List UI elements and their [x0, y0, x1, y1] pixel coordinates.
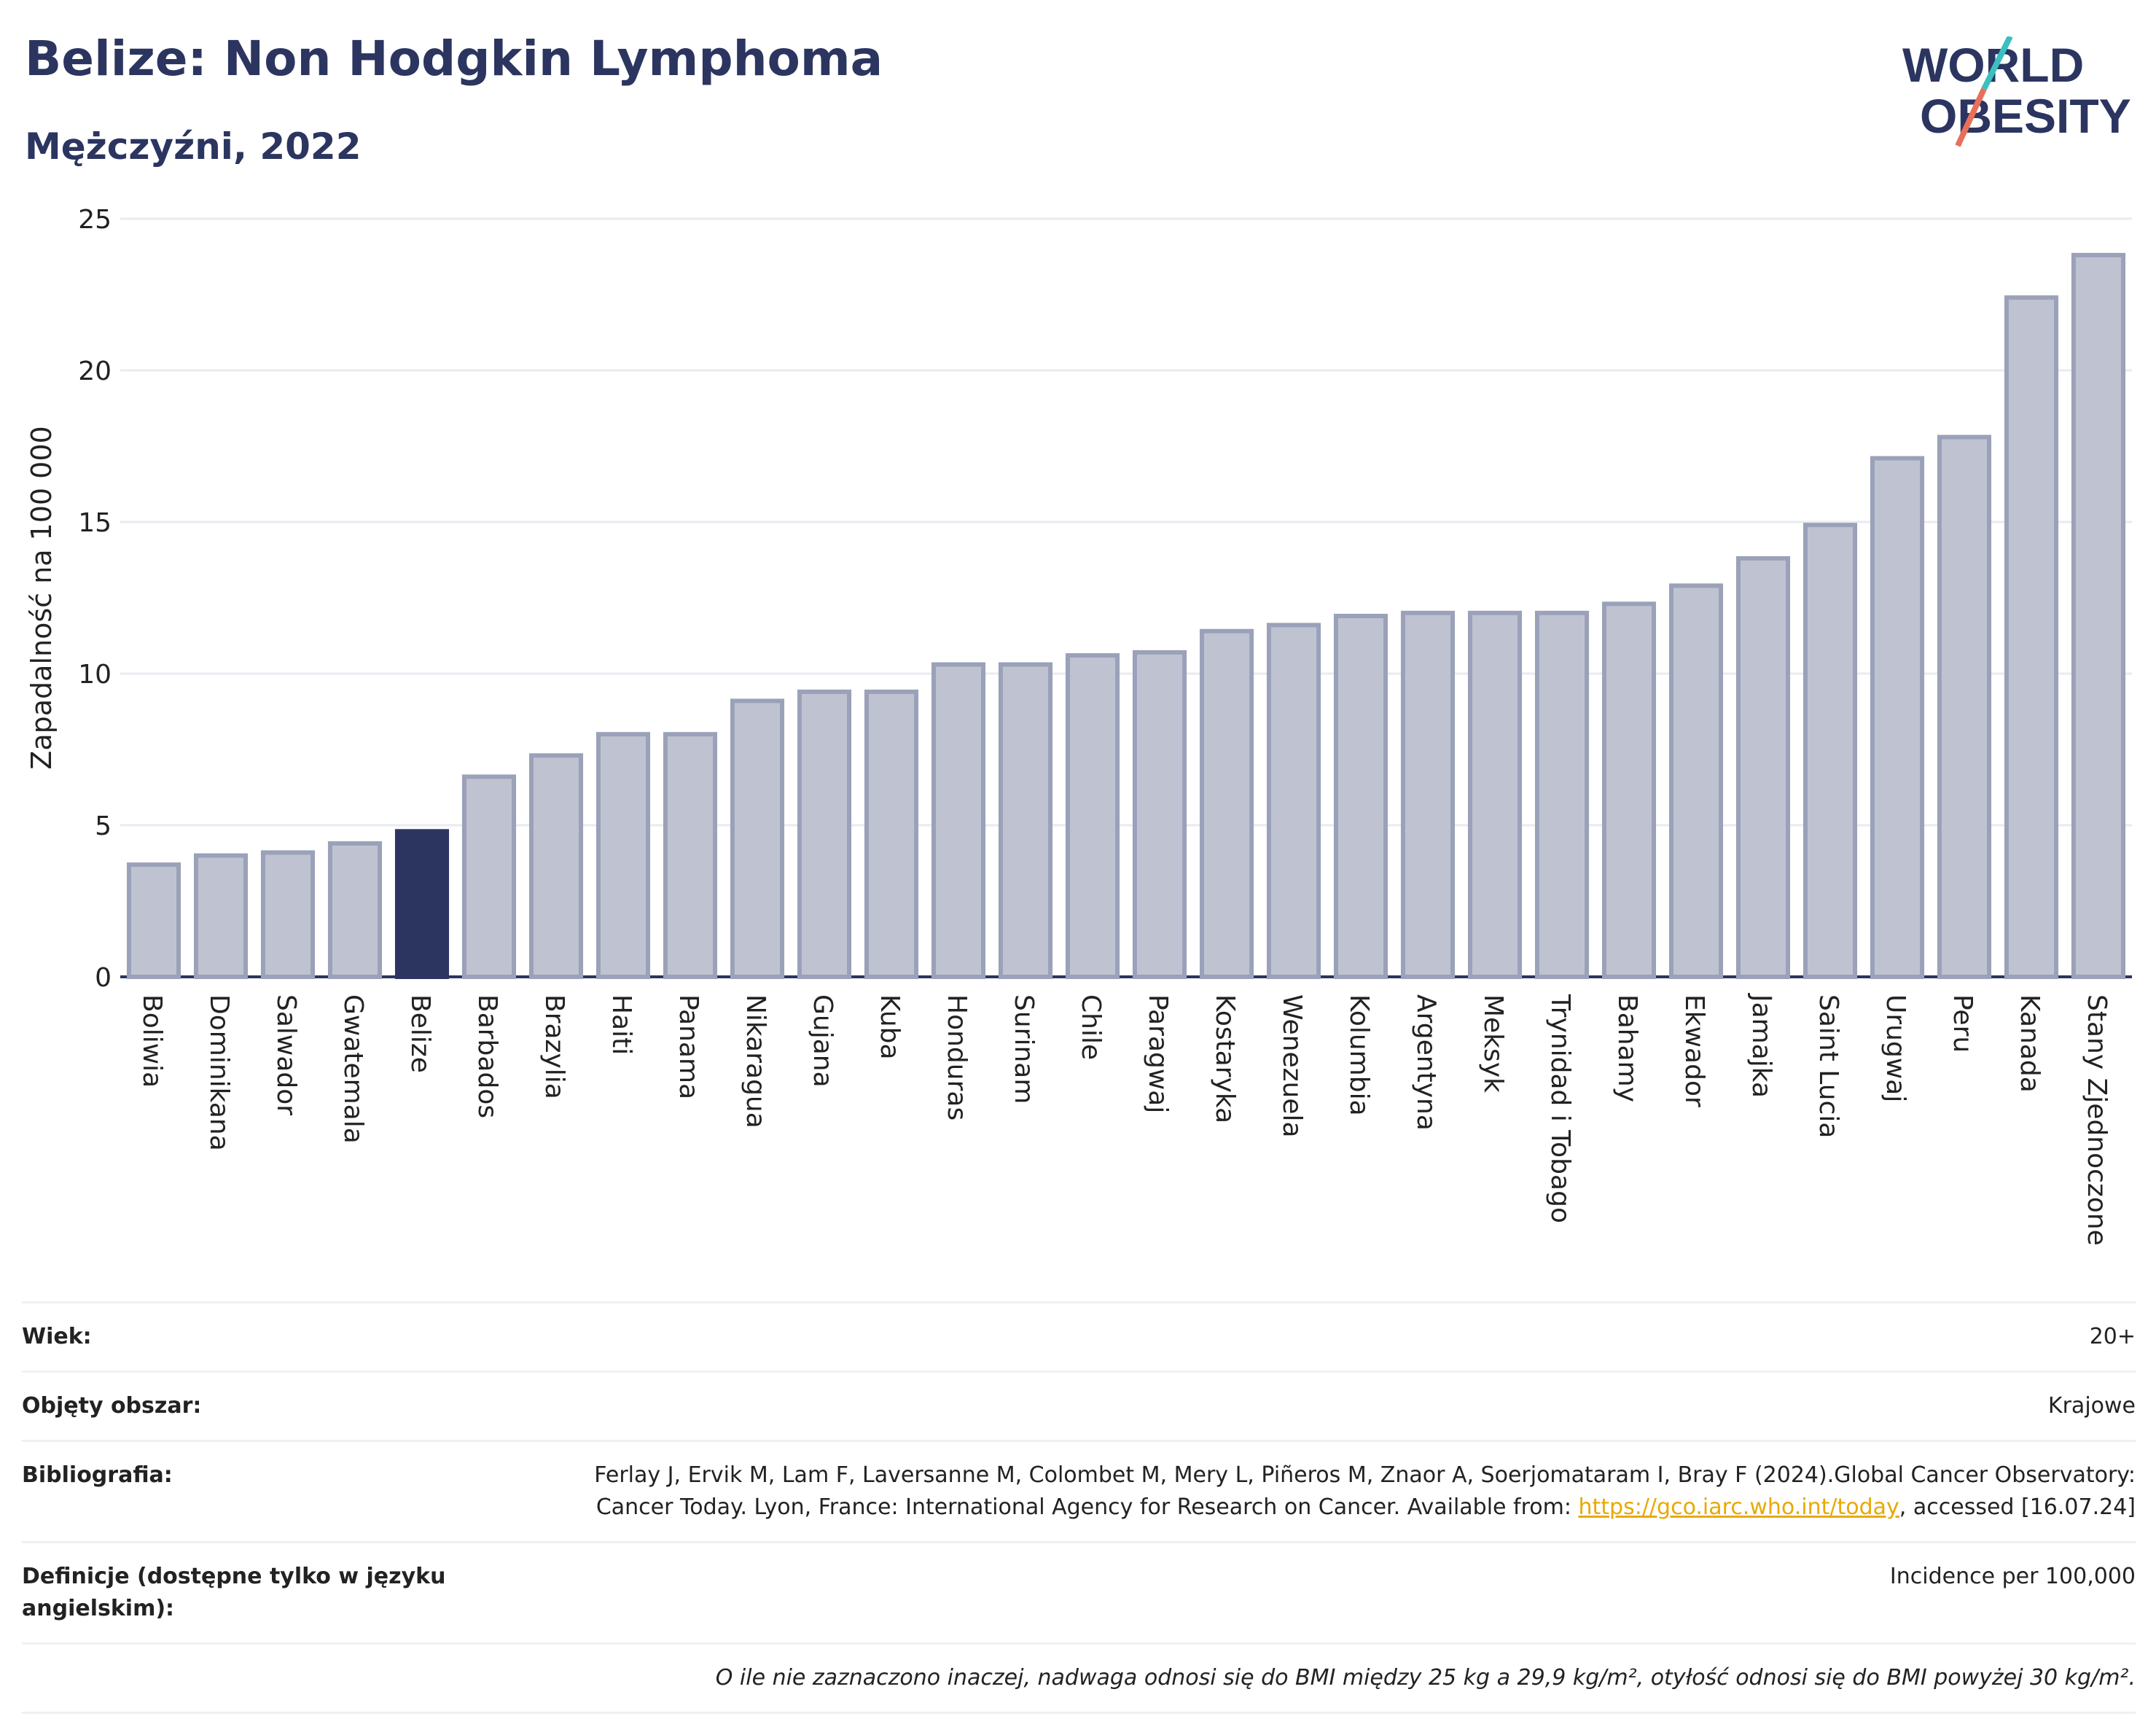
x-tick-label: Salwador [271, 994, 301, 1115]
bar-chart: 0 5 10 15 20 25 Boliwia Dominikana Salwador Gwat… [26, 205, 2132, 1246]
x-tick-label: Meksyk [1478, 994, 1508, 1093]
bar-nikaragua [730, 698, 785, 979]
bar-chile [1065, 653, 1120, 979]
y-axis-label: Zapadalność na 100 000 [26, 426, 58, 769]
x-tick-label: Bahamy [1612, 994, 1642, 1102]
meta-area-value: Krajowe [2047, 1393, 2136, 1419]
bar-belize [394, 829, 450, 979]
metadata-table: Wiek: 20+ Objęty obszar: Krajowe Bibliog… [22, 1301, 2136, 1714]
bib-text-2: , accessed [16.07.24] [1899, 1494, 2136, 1520]
bar-barbados [461, 774, 517, 979]
x-tick-label: Argentyna [1411, 994, 1441, 1131]
bar-panama [663, 732, 718, 979]
x-tick-label: Belize [405, 994, 435, 1073]
page-subtitle: Mężczyźni, 2022 [25, 125, 362, 168]
meta-area-label: Objęty obszar: [22, 1393, 202, 1419]
x-tick-label: Kostaryka [1210, 994, 1240, 1123]
x-tick-label: Jamajka [1746, 993, 1776, 1098]
x-tick-label: Boliwia [137, 994, 167, 1088]
bar-kuba [864, 689, 919, 980]
bar-paragwaj [1132, 650, 1187, 979]
y-tick-label: 15 [78, 508, 112, 538]
y-tick-label: 0 [95, 963, 112, 993]
bar-stany-zjednoczone [2071, 252, 2126, 980]
x-tick-label: Urugwaj [1880, 994, 1910, 1102]
bar-urugwaj [1870, 456, 1925, 979]
bar-saint-lucia [1802, 523, 1858, 980]
x-tick-labels: Boliwia Dominikana Salwador Gwatemala Belize… [137, 993, 2112, 1246]
bar-surinam [998, 662, 1053, 980]
bar-boliwia [126, 862, 181, 980]
logo-slash-bottom [1955, 87, 1987, 147]
bar-brazylia [528, 753, 584, 979]
bar-kolumbia [1333, 613, 1388, 980]
x-tick-label: Kanada [2015, 994, 2044, 1093]
x-tick-label: Trynidad i Tobago [1545, 994, 1575, 1223]
x-tick-label: Brazylia [539, 994, 569, 1099]
bar-trynidad-i-tobago [1534, 610, 1590, 979]
logo-line2: OBESITY [1920, 89, 2131, 143]
x-tick-label: Paragwaj [1143, 994, 1173, 1113]
bar-peru [1937, 434, 1992, 979]
x-tick-label: Gujana [808, 994, 837, 1088]
meta-row-definitions: Definicje (dostępne tylko w języku angie… [22, 1541, 2136, 1642]
bar-kostaryka [1199, 628, 1254, 979]
bar-salwador [260, 850, 316, 979]
x-tick-label: Dominikana [204, 994, 234, 1151]
bib-link[interactable]: https://gco.iarc.who.int/today [1578, 1494, 1899, 1520]
bar-dominikana [193, 853, 249, 979]
x-tick-label: Saint Lucia [1813, 994, 1843, 1138]
meta-bib-label: Bibliografia: [22, 1462, 173, 1488]
bar-gujana [797, 689, 852, 980]
meta-bib-value: Ferlay J, Ervik M, Lam F, Laversanne M, … [532, 1459, 2136, 1524]
gridlines [120, 217, 2132, 978]
x-tick-label: Ekwador [1679, 994, 1709, 1107]
y-tick-label: 25 [78, 205, 112, 235]
bar-jamajka [1735, 555, 1791, 980]
meta-row-bibliography: Bibliografia: Ferlay J, Ervik M, Lam F, … [22, 1440, 2136, 1541]
bar-ekwador [1668, 583, 1724, 979]
page-title: Belize: Non Hodgkin Lymphoma [25, 31, 883, 87]
y-tick-label: 10 [78, 660, 112, 690]
x-tick-label: Peru [1948, 994, 1977, 1053]
x-tick-label: Gwatemala [338, 994, 368, 1144]
bar-meksyk [1467, 610, 1523, 979]
meta-age-value: 20+ [2089, 1324, 2136, 1349]
y-tick-label: 20 [78, 356, 112, 386]
meta-def-value: Incidence per 100,000 [1889, 1564, 2136, 1589]
logo-slash-top [1981, 36, 2013, 90]
x-tick-label: Wenezuela [1277, 994, 1307, 1138]
world-obesity-logo: WORLD OBESITY [1902, 36, 2131, 147]
bar-wenezuela [1266, 623, 1321, 979]
x-tick-label: Barbados [472, 994, 502, 1118]
x-tick-label: Panama [673, 994, 703, 1099]
bar-bahamy [1601, 601, 1657, 979]
bar-argentyna [1400, 610, 1456, 979]
footnote: O ile nie zaznaczono inaczej, nadwaga od… [22, 1642, 2136, 1714]
x-tick-label: Chile [1076, 994, 1106, 1060]
x-tick-label: Honduras [942, 994, 972, 1120]
meta-row-area: Objęty obszar: Krajowe [22, 1371, 2136, 1440]
bars [126, 252, 2126, 980]
x-tick-label: Surinam [1009, 994, 1039, 1104]
x-tick-label: Nikaragua [741, 994, 770, 1128]
bib-text-1: Ferlay J, Ervik M, Lam F, Laversanne M, … [594, 1462, 2136, 1520]
x-tick-label: Stany Zjednoczone [2082, 994, 2112, 1246]
y-tick-labels: 0 5 10 15 20 25 [78, 205, 112, 993]
y-tick-label: 5 [95, 811, 112, 841]
bar-honduras [931, 662, 986, 980]
meta-age-label: Wiek: [22, 1324, 92, 1349]
meta-row-age: Wiek: 20+ [22, 1301, 2136, 1371]
meta-def-label: Definicje (dostępne tylko w języku angie… [22, 1564, 446, 1621]
bar-kanada [2004, 295, 2059, 980]
x-tick-label: Kolumbia [1344, 994, 1374, 1116]
bar-haiti [595, 732, 651, 979]
bar-gwatemala [327, 841, 383, 980]
x-tick-label: Haiti [606, 994, 636, 1055]
x-tick-label: Kuba [875, 994, 905, 1060]
